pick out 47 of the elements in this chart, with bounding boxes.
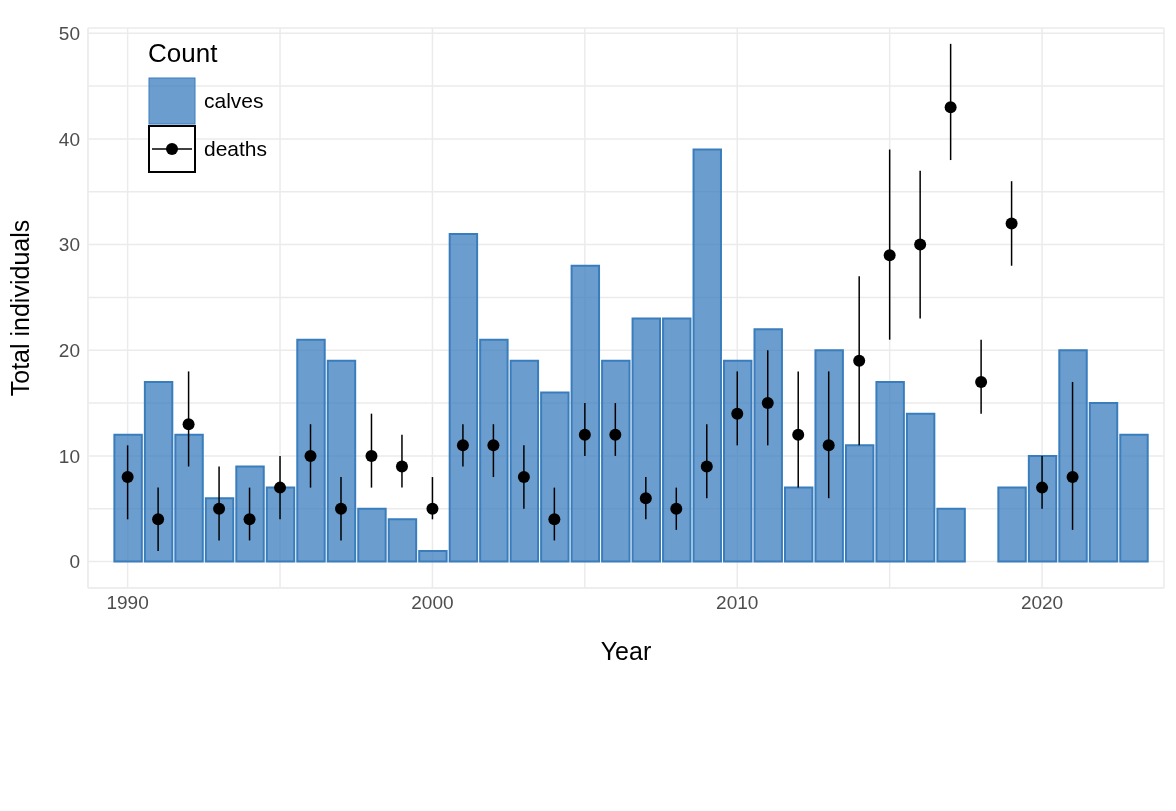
point — [1066, 471, 1079, 484]
point — [395, 460, 408, 473]
y-tick-label: 10 — [58, 445, 80, 467]
point — [456, 439, 469, 452]
y-tick-label: 40 — [58, 128, 80, 150]
x-tick-label: 2010 — [716, 592, 759, 614]
point — [975, 375, 988, 388]
point — [426, 502, 439, 515]
point — [761, 397, 774, 410]
point — [792, 428, 805, 441]
y-tick-label: 0 — [69, 551, 80, 573]
point — [700, 460, 713, 473]
point — [304, 449, 317, 462]
y-tick-label: 20 — [58, 340, 80, 362]
x-axis-title: Year — [600, 637, 652, 665]
point — [944, 101, 957, 114]
point — [822, 439, 835, 452]
legend-label: calves — [204, 89, 264, 113]
point — [517, 471, 530, 484]
point — [152, 513, 165, 526]
y-tick-label: 30 — [58, 234, 80, 256]
y-tick-label: 50 — [58, 23, 80, 45]
point — [182, 418, 195, 431]
point — [883, 249, 896, 262]
point — [578, 428, 591, 441]
point — [670, 502, 683, 515]
point — [1036, 481, 1049, 494]
x-tick-label: 1990 — [106, 592, 149, 614]
point — [213, 502, 226, 515]
legend-label: deaths — [204, 137, 268, 161]
point — [487, 439, 500, 452]
x-tick-label: 2020 — [1020, 592, 1064, 614]
x-tick-label: 2000 — [411, 592, 454, 614]
point — [639, 492, 652, 505]
point — [914, 238, 927, 251]
point — [609, 428, 622, 441]
point — [1005, 217, 1018, 230]
point — [548, 513, 561, 526]
point — [365, 449, 378, 462]
point — [731, 407, 744, 420]
point — [335, 502, 347, 515]
point — [121, 471, 134, 484]
point — [274, 481, 287, 494]
point — [243, 513, 256, 526]
legend-title: Count — [148, 38, 219, 69]
point — [853, 354, 866, 367]
y-axis-title: Total individuals — [5, 219, 34, 397]
